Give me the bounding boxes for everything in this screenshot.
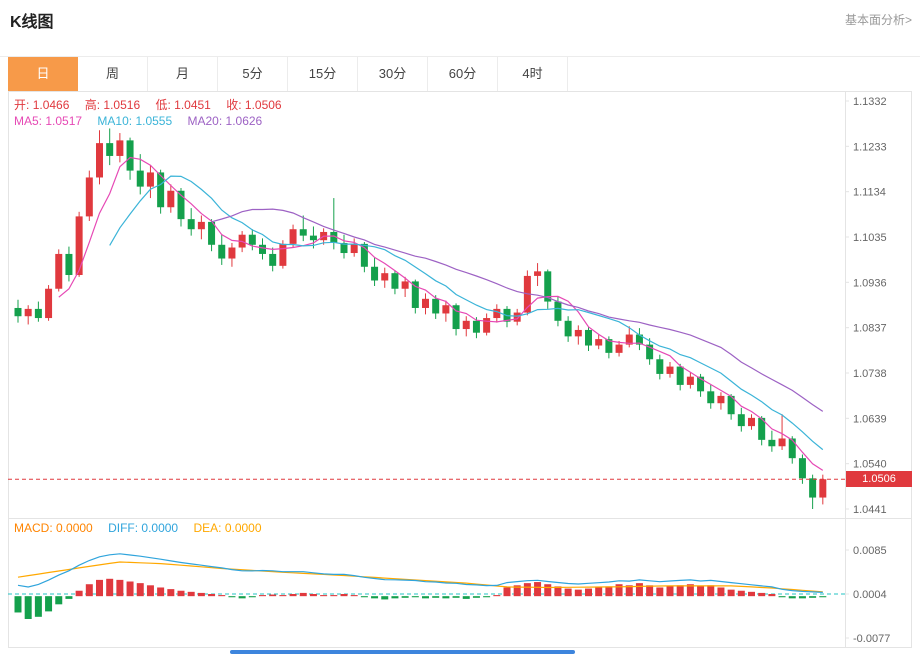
timeframe-tabs: 日 周 月 5分 15分 30分 60分 4时 [0,56,920,91]
tab-daily[interactable]: 日 [8,57,78,91]
tab-4hour[interactable]: 4时 [498,57,568,91]
svg-text:-0.0077: -0.0077 [853,633,890,645]
ma20-label: MA20: [187,114,223,128]
high-label: 高: [84,98,101,112]
svg-text:1.0837: 1.0837 [853,323,887,335]
macd-readout: MACD: 0.0000 DIFF: 0.0000 DEA: 0.0000 [14,521,274,535]
page-title: K线图 [10,14,54,31]
low-value: 1.0451 [174,98,211,112]
open-label: 开: [14,98,30,112]
svg-text:1.1233: 1.1233 [853,141,887,153]
dea-label: DEA: [193,521,222,535]
ma-readout: MA5: 1.0517 MA10: 1.0555 MA20: 1.0626 [14,114,274,128]
macd-value: 0.0000 [56,521,93,535]
chart-scrollbar-thumb[interactable] [230,650,575,654]
dea-value: 0.0000 [224,521,262,535]
tab-5min[interactable]: 5分 [218,57,288,91]
current-price-tag: 1.0506 [846,471,912,487]
low-label: 低: [155,98,171,112]
svg-text:1.0936: 1.0936 [853,277,887,289]
tab-monthly[interactable]: 月 [148,57,218,91]
close-label: 收: [226,98,242,112]
tab-15min[interactable]: 15分 [288,57,358,91]
diff-label: DIFF: [108,521,139,535]
ma20-value: 1.0626 [225,114,263,128]
svg-text:1.0639: 1.0639 [853,413,887,425]
widget-header: K线图 基本面分析> [0,0,920,48]
svg-text:1.0441: 1.0441 [853,504,887,516]
svg-text:1.0738: 1.0738 [853,368,887,380]
ma10-value: 1.0555 [135,114,173,128]
svg-text:1.1134: 1.1134 [853,187,886,199]
fundamental-analysis-link[interactable]: 基本面分析> [844,13,912,27]
open-value: 1.0466 [32,98,70,112]
ohlc-readout: 开: 1.0466 高: 1.0516 低: 1.0451 收: 1.0506 [14,96,294,113]
svg-text:0.0004: 0.0004 [853,589,887,601]
ma5-label: MA5: [14,114,43,128]
svg-text:1.1035: 1.1035 [853,232,887,244]
macd-label: MACD: [14,521,53,535]
tab-weekly[interactable]: 周 [78,57,148,91]
svg-text:1.0540: 1.0540 [853,459,887,471]
tab-30min[interactable]: 30分 [358,57,428,91]
ma5-value: 1.0517 [45,114,83,128]
high-value: 1.0516 [103,98,141,112]
diff-value: 0.0000 [141,521,179,535]
tab-60min[interactable]: 60分 [428,57,498,91]
close-value: 1.0506 [244,98,282,112]
ma10-label: MA10: [97,114,133,128]
svg-text:1.1332: 1.1332 [853,96,887,108]
svg-text:0.0085: 0.0085 [853,545,887,557]
